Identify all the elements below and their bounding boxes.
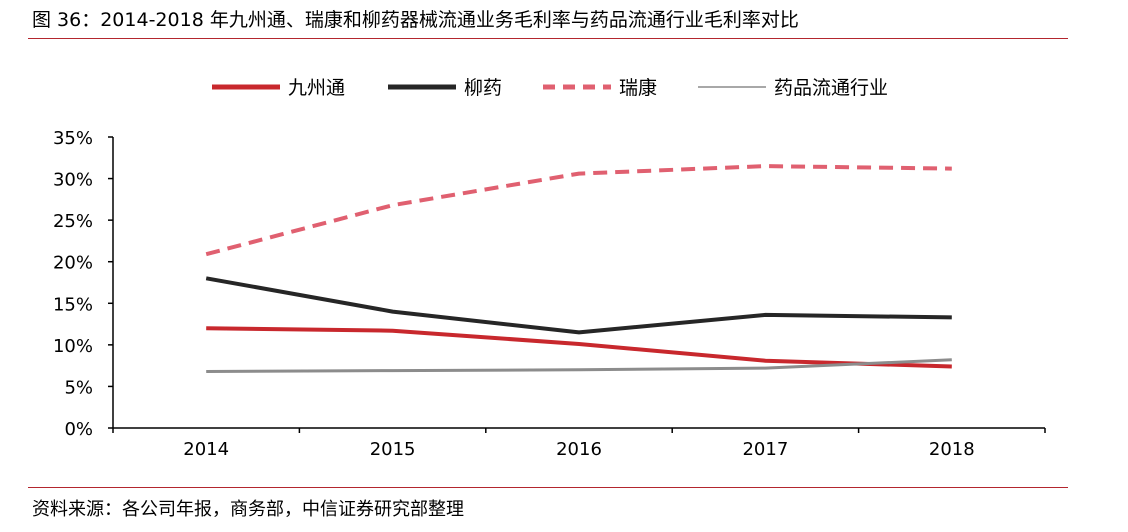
x-tick-label: 2018 (929, 439, 975, 460)
legend-item-1: 柳药 (388, 77, 502, 99)
x-tick-label: 2015 (370, 439, 416, 460)
y-tick-label: 20% (53, 253, 93, 274)
legend-label: 药品流通行业 (774, 77, 888, 99)
figure-title: 图 36：2014-2018 年九州通、瑞康和柳药器械流通业务毛利率与药品流通行… (32, 9, 799, 31)
x-tick-label: 2014 (183, 439, 229, 460)
x-tick-label: 2017 (742, 439, 788, 460)
legend-item-0: 九州通 (212, 77, 345, 99)
legend-item-2: 瑞康 (543, 77, 657, 99)
legend-label: 九州通 (288, 77, 345, 99)
top-rule (28, 38, 1068, 39)
y-tick-label: 25% (53, 211, 93, 232)
series-line-2 (205, 164, 952, 257)
axes: 0% 5% 10% 15% 20% 25% 30% 35% 2014 2015 2016 2017 20… (53, 128, 1046, 460)
legend-label: 瑞康 (619, 77, 657, 99)
legend-item-3: 药品流通行业 (698, 77, 888, 99)
legend: 九州通 柳药 瑞康 药品流通行业 (212, 77, 888, 99)
x-tick-label: 2016 (556, 439, 602, 460)
source-note: 资料来源：各公司年报，商务部，中信证券研究部整理 (32, 499, 464, 520)
y-tick-label: 15% (53, 294, 93, 315)
bottom-rule (28, 487, 1068, 488)
y-tick-label: 5% (64, 377, 93, 398)
legend-label: 柳药 (464, 77, 502, 99)
series-lines (205, 164, 952, 373)
y-tick-label: 10% (53, 336, 93, 357)
series-line-1 (205, 276, 952, 335)
y-tick-label: 0% (64, 419, 93, 440)
y-tick-label: 30% (53, 170, 93, 191)
y-tick-label: 35% (53, 128, 93, 149)
line-chart: 九州通 柳药 瑞康 药品流通行业 0% 5% 10% 15% 20% 25% 30% 35% 2014… (53, 77, 1046, 460)
